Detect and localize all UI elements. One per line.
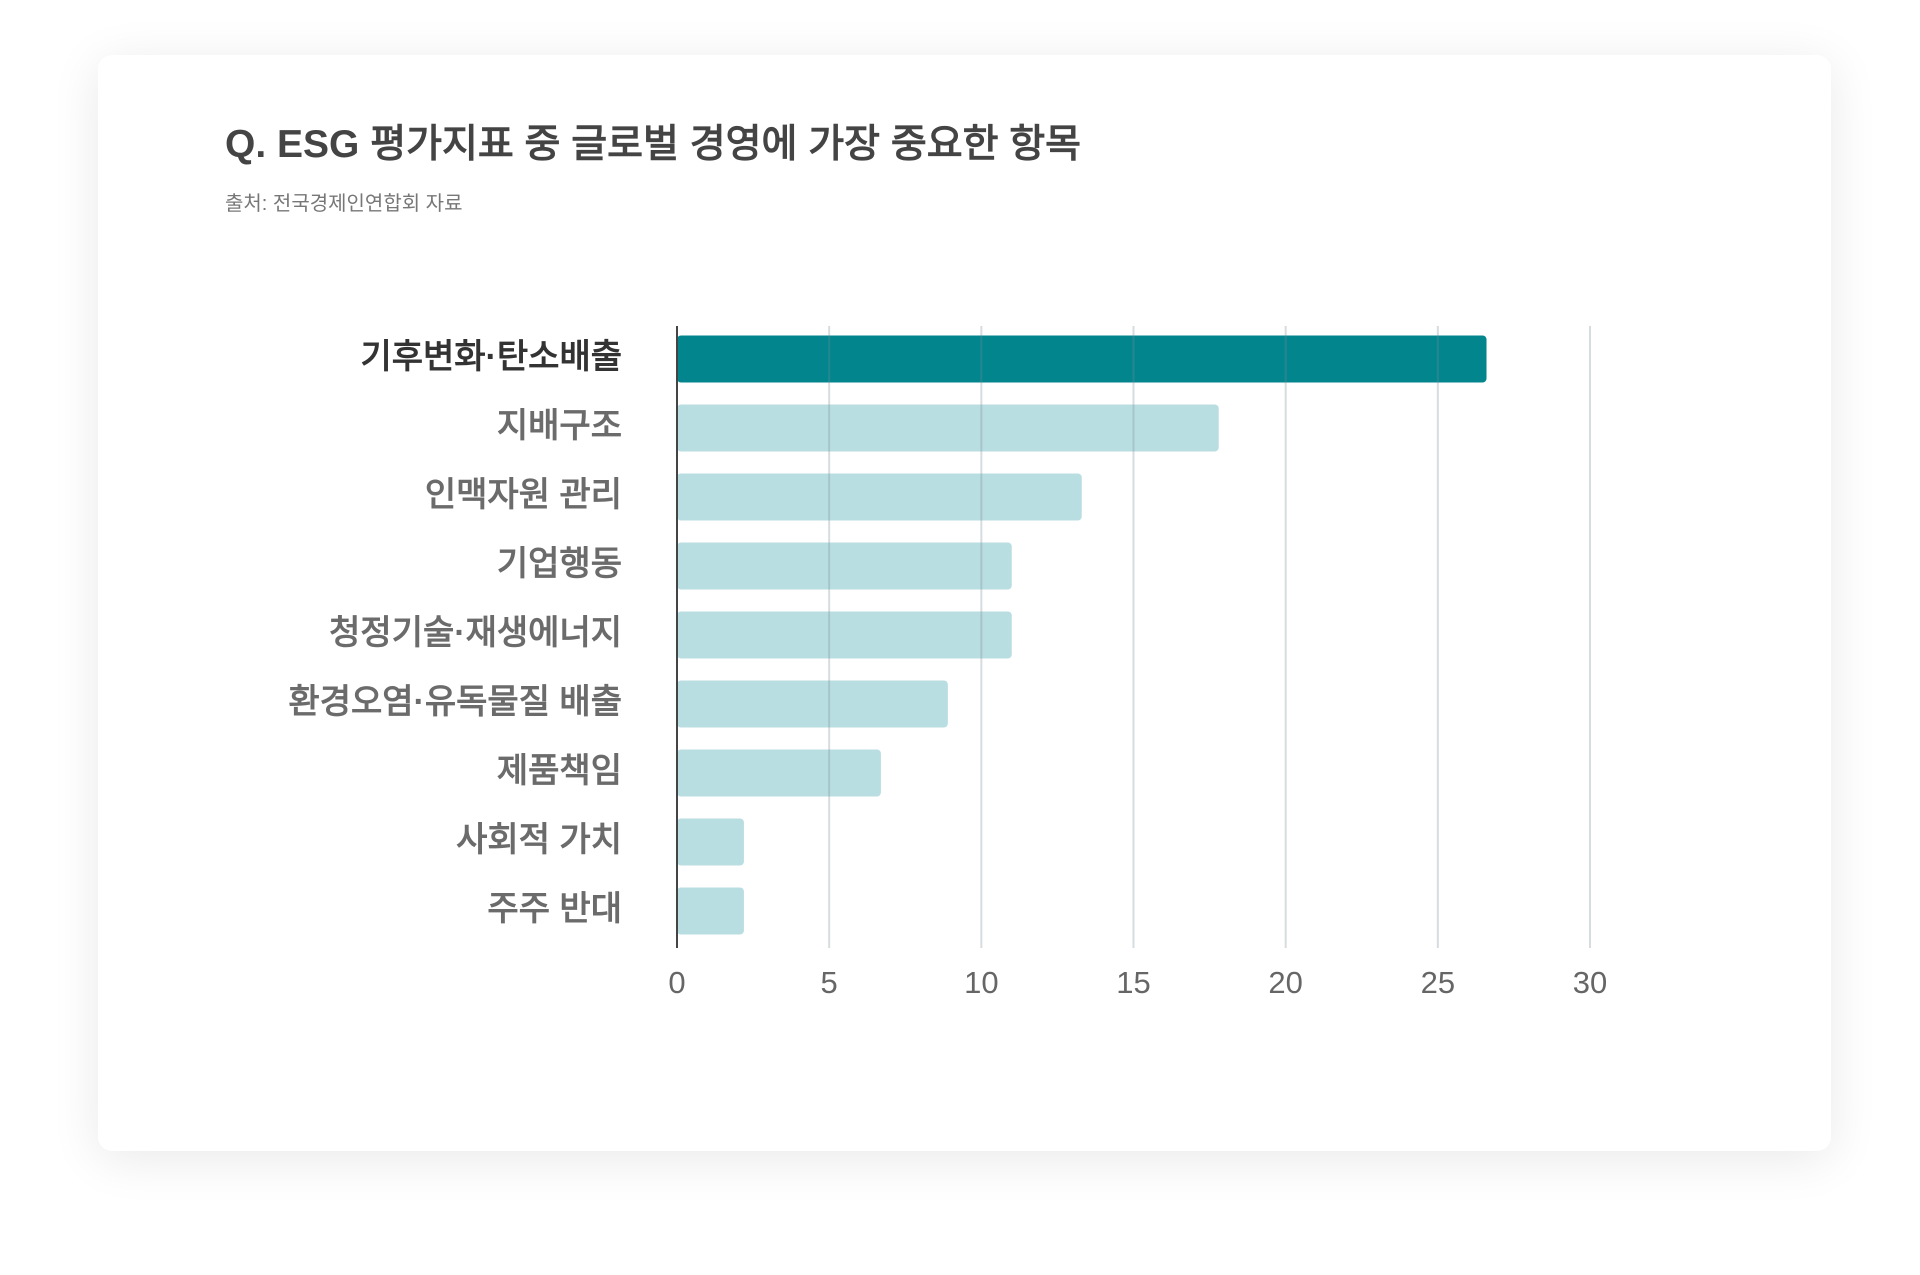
category-label: 지배구조 [497, 407, 622, 445]
x-tick-label: 15 [1116, 965, 1150, 1000]
bar [677, 335, 1487, 383]
x-tick-label: 20 [1268, 965, 1302, 1000]
card [98, 55, 1831, 1151]
bar [677, 680, 948, 728]
x-tick-label: 25 [1421, 965, 1455, 1000]
chart-title: Q. ESG 평가지표 중 글로벌 경영에 가장 중요한 항목 [225, 123, 1081, 166]
x-tick-label: 10 [964, 965, 998, 1000]
category-label: 기업행동 [497, 545, 622, 583]
bar [677, 473, 1082, 521]
bar [677, 749, 881, 797]
bar [677, 818, 744, 866]
category-label: 기후변화·탄소배출 [360, 338, 622, 376]
bar [677, 542, 1012, 590]
bar [677, 404, 1219, 452]
category-label: 사회적 가치 [456, 821, 622, 859]
x-tick-label: 30 [1573, 965, 1607, 1000]
category-label: 청정기술·재생에너지 [329, 614, 622, 652]
bar [677, 611, 1012, 659]
category-label: 환경오염·유독물질 배출 [288, 683, 622, 721]
chart-subtitle: 출처: 전국경제인연합회 자료 [225, 192, 462, 215]
x-tick-label: 0 [668, 965, 685, 1000]
category-label: 인맥자원 관리 [425, 476, 622, 514]
category-label: 제품책임 [497, 752, 622, 790]
bar [677, 887, 744, 935]
category-label: 주주 반대 [487, 890, 622, 928]
x-tick-label: 5 [821, 965, 838, 1000]
